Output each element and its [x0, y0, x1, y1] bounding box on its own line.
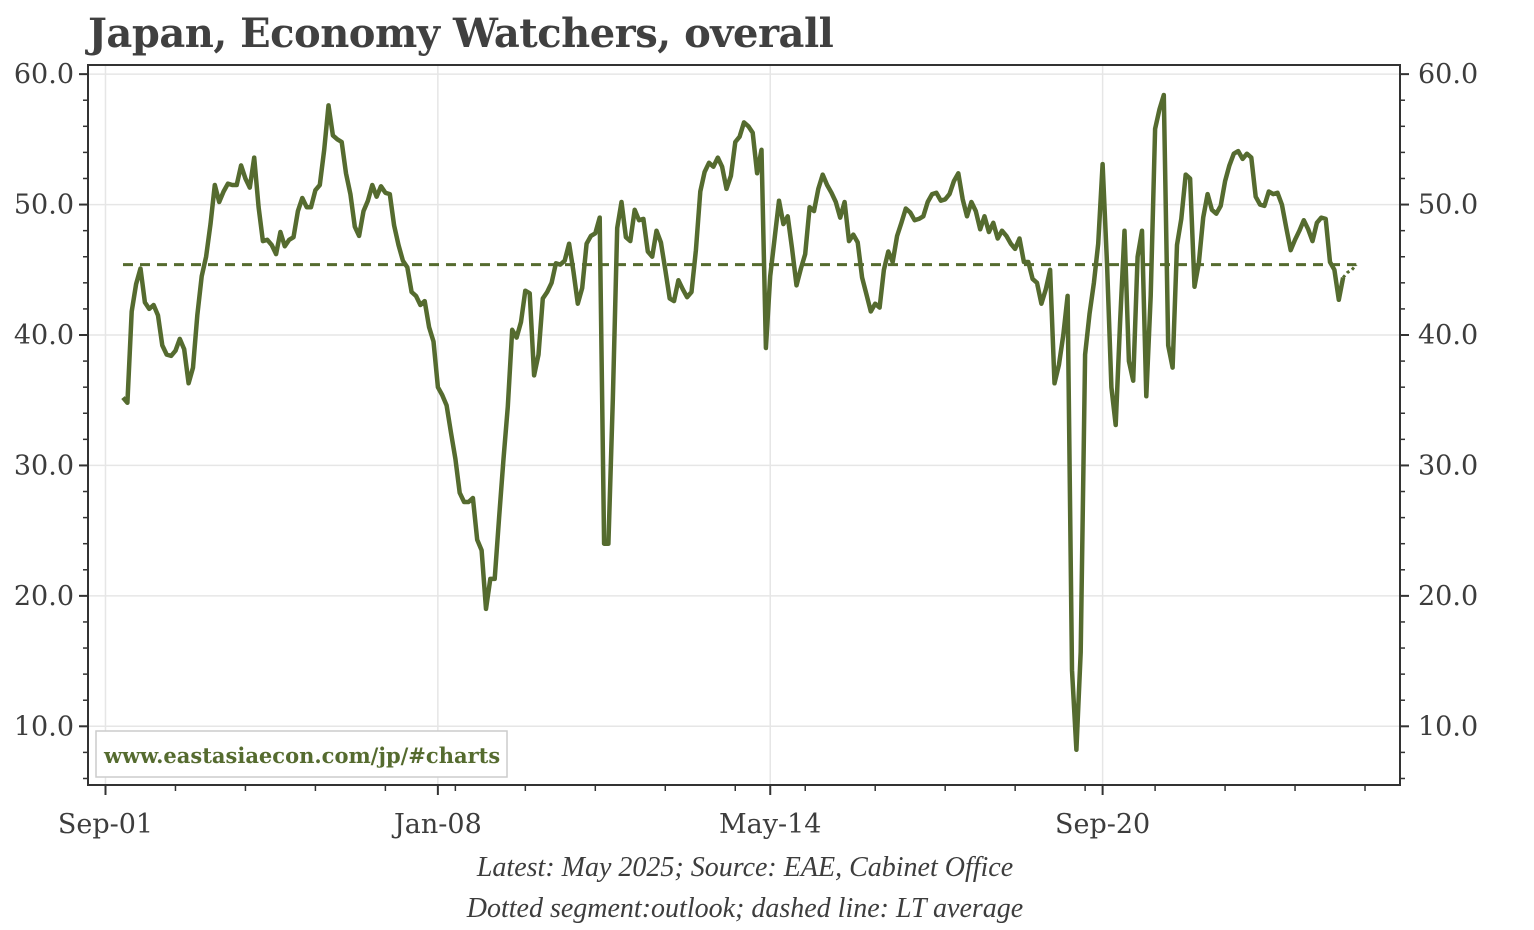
y-tick-label-right: 40.0: [1418, 320, 1478, 351]
series-line-current: [121, 92, 1346, 753]
y-tick-label-right: 20.0: [1418, 581, 1478, 612]
y-tick-label-left: 10.0: [14, 711, 74, 742]
caption-source: Latest: May 2025; Source: EAE, Cabinet O…: [476, 852, 1014, 883]
y-tick-label-left: 20.0: [14, 581, 74, 612]
axis-ticks: [79, 73, 1409, 795]
plot-frame: [87, 64, 1401, 786]
y-tick-label-right: 60.0: [1418, 59, 1478, 90]
y-axis-left-labels: 10.0 20.0 30.0 40.0 50.0 60.0: [14, 59, 74, 742]
y-axis-right-labels: 10.0 20.0 30.0 40.0 50.0 60.0: [1418, 59, 1478, 742]
grid: [88, 65, 1400, 785]
x-tick-label: Sep-01: [58, 809, 153, 840]
y-tick-label-right: 30.0: [1418, 450, 1478, 481]
y-tick-label-left: 40.0: [14, 320, 74, 351]
y-tick-label-left: 60.0: [14, 59, 74, 90]
y-tick-label-left: 30.0: [14, 450, 74, 481]
y-tick-label-right: 50.0: [1418, 190, 1478, 221]
x-tick-label: May-14: [719, 809, 821, 840]
x-tick-label: Jan-08: [391, 809, 482, 840]
x-axis-labels: Sep-01 Jan-08 May-14 Sep-20: [58, 809, 1150, 840]
y-tick-label-right: 10.0: [1418, 711, 1478, 742]
x-tick-label: Sep-20: [1055, 809, 1150, 840]
y-tick-label-left: 50.0: [14, 190, 74, 221]
caption-note: Dotted segment:outlook; dashed line: LT …: [466, 893, 1024, 924]
series-line-outlook: [1341, 263, 1358, 279]
watermark-box: www.eastasiaecon.com/jp/#charts: [95, 730, 508, 778]
watermark-text: www.eastasiaecon.com/jp/#charts: [103, 743, 500, 768]
chart-title: Japan, Economy Watchers, overall: [88, 10, 834, 57]
